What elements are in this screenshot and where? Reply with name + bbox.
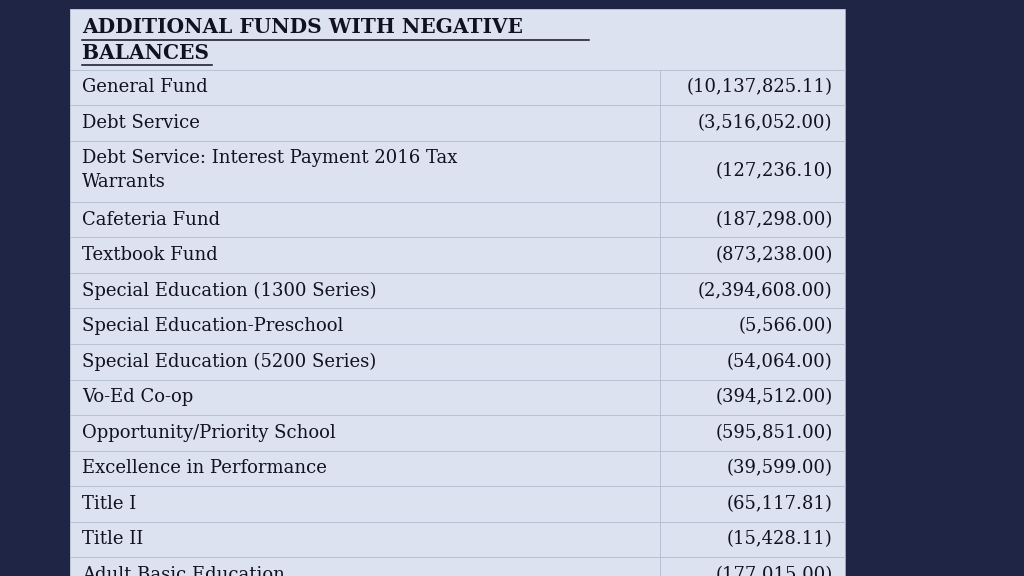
Text: Cafeteria Fund: Cafeteria Fund	[82, 211, 220, 229]
Text: (2,394,608.00): (2,394,608.00)	[698, 282, 833, 300]
Text: (5,566.00): (5,566.00)	[738, 317, 833, 335]
Text: Excellence in Performance: Excellence in Performance	[82, 460, 327, 478]
Text: (177,015.00): (177,015.00)	[715, 566, 833, 576]
Text: Debt Service: Interest Payment 2016 Tax: Debt Service: Interest Payment 2016 Tax	[82, 149, 458, 167]
Text: (65,117.81): (65,117.81)	[727, 495, 833, 513]
Text: Opportunity/Priority School: Opportunity/Priority School	[82, 424, 336, 442]
Text: (394,512.00): (394,512.00)	[715, 388, 833, 406]
Text: (10,137,825.11): (10,137,825.11)	[686, 78, 833, 96]
Text: (39,599.00): (39,599.00)	[726, 460, 833, 478]
Text: General Fund: General Fund	[82, 78, 208, 96]
Text: Vo-Ed Co-op: Vo-Ed Co-op	[82, 388, 194, 406]
Text: Debt Service: Debt Service	[82, 114, 200, 132]
Text: ADDITIONAL FUNDS WITH NEGATIVE: ADDITIONAL FUNDS WITH NEGATIVE	[82, 17, 523, 37]
Text: Special Education (1300 Series): Special Education (1300 Series)	[82, 282, 377, 300]
Text: (595,851.00): (595,851.00)	[715, 424, 833, 442]
Bar	[70, 9, 845, 576]
Text: Title I: Title I	[82, 495, 136, 513]
Text: Special Education (5200 Series): Special Education (5200 Series)	[82, 353, 376, 371]
Text: BALANCES: BALANCES	[82, 43, 209, 63]
Text: (127,236.10): (127,236.10)	[715, 162, 833, 180]
Text: (187,298.00): (187,298.00)	[715, 211, 833, 229]
Text: (15,428.11): (15,428.11)	[727, 530, 833, 548]
Text: (3,516,052.00): (3,516,052.00)	[698, 114, 833, 132]
Text: Adult Basic Education: Adult Basic Education	[82, 566, 285, 576]
Text: Special Education-Preschool: Special Education-Preschool	[82, 317, 343, 335]
Text: Textbook Fund: Textbook Fund	[82, 246, 218, 264]
Text: (873,238.00): (873,238.00)	[715, 246, 833, 264]
Text: Warrants: Warrants	[82, 173, 166, 191]
Text: (54,064.00): (54,064.00)	[727, 353, 833, 371]
Text: Title II: Title II	[82, 530, 143, 548]
